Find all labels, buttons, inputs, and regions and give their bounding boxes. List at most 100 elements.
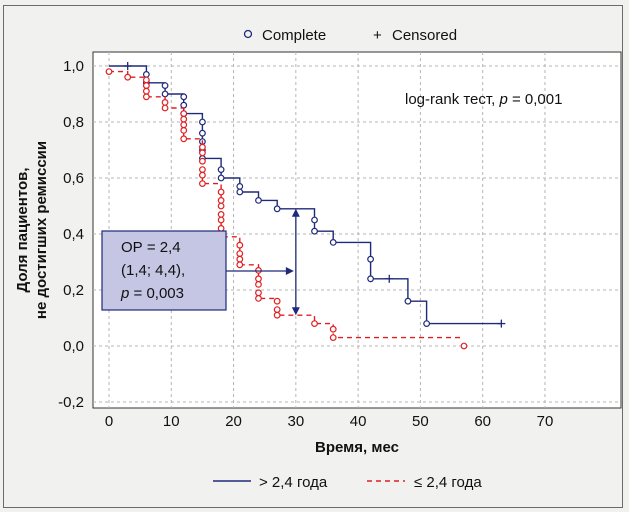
- complete-marker: [255, 196, 262, 204]
- legend-censored-marker: +: [373, 27, 382, 44]
- complete-marker: [236, 261, 244, 269]
- complete-marker: [236, 255, 244, 263]
- censored-marker: [385, 274, 394, 283]
- complete-marker: [236, 182, 244, 190]
- complete-marker: [329, 325, 337, 333]
- y-tick-label: 0,2: [63, 282, 84, 299]
- or-arrowhead-up: [291, 208, 300, 217]
- complete-marker: [236, 188, 244, 196]
- complete-marker: [460, 342, 468, 350]
- y-axis-label-line2: не достигших ремиссии: [33, 141, 50, 319]
- or-box: [101, 230, 227, 311]
- complete-marker: [217, 210, 225, 218]
- y-tick-label: -0,2: [58, 394, 84, 411]
- x-axis-label: Время, мес: [315, 439, 399, 456]
- complete-marker: [273, 311, 281, 319]
- or-box-line1: ОР = 2,4: [121, 239, 181, 256]
- complete-marker: [273, 205, 281, 213]
- grid-lines: [93, 52, 621, 408]
- x-tick-labels: 0 10 20 30 40 50 60 70: [105, 413, 553, 430]
- complete-marker: [423, 320, 431, 328]
- complete-marker: [142, 82, 150, 89]
- or-box-rest: = 0,003: [129, 285, 184, 302]
- complete-marker: [180, 93, 188, 101]
- y-axis-label-line1: Доля пациентов,: [14, 167, 31, 292]
- complete-marker: [236, 241, 244, 249]
- complete-marker: [142, 87, 150, 95]
- complete-marker: [217, 166, 225, 174]
- complete-marker: [217, 174, 225, 182]
- complete-marker: [105, 68, 113, 75]
- logrank-annotation: log-rank тест, p = 0,001: [405, 91, 562, 108]
- y-tick-label: 1,0: [63, 58, 84, 75]
- legend-complete-label: Complete: [262, 27, 326, 44]
- complete-marker: [199, 166, 206, 174]
- x-tick-label: 0: [105, 413, 113, 430]
- complete-marker: [142, 76, 150, 84]
- censored-marker: [123, 62, 132, 70]
- legend-line-gt-label: > 2,4 года: [259, 474, 328, 491]
- complete-marker: [255, 275, 262, 283]
- complete-marker: [199, 143, 206, 151]
- y-tick-labels: -0,2 0,0 0,2 0,4 0,6 0,8 1,0: [58, 58, 84, 411]
- y-tick-label: 0,4: [63, 226, 84, 243]
- y-tick-label: 0,8: [63, 114, 84, 131]
- plot-area: [92, 51, 622, 409]
- complete-marker: [199, 171, 206, 179]
- or-box-line3: p = 0,003: [120, 285, 184, 302]
- complete-marker: [142, 93, 150, 101]
- censored-marker: [497, 319, 506, 328]
- complete-marker: [124, 73, 132, 81]
- complete-marker: [329, 238, 337, 246]
- complete-marker: [161, 90, 169, 98]
- complete-marker: [180, 110, 188, 117]
- logrank-p: p: [498, 91, 507, 108]
- or-arrowhead-down: [291, 307, 300, 316]
- or-box-line2: (1,4; 4,4),: [121, 262, 185, 279]
- x-tick-label: 40: [350, 413, 367, 430]
- x-tick-label: 10: [163, 413, 180, 430]
- complete-marker: [199, 149, 206, 157]
- complete-marker: [161, 104, 169, 112]
- complete-marker: [255, 281, 262, 288]
- complete-marker: [311, 216, 318, 224]
- legend-line-le-label: ≤ 2,4 года: [414, 474, 482, 491]
- x-tick-label: 60: [474, 413, 491, 430]
- complete-marker: [217, 202, 225, 210]
- complete-marker: [255, 289, 262, 297]
- complete-marker: [311, 227, 318, 235]
- complete-marker: [180, 101, 188, 109]
- or-box-p: p: [120, 285, 129, 302]
- or-arrows: [226, 208, 300, 316]
- x-tick-label: 70: [537, 413, 554, 430]
- legend-censored-label: Censored: [392, 27, 457, 44]
- complete-marker: [199, 180, 206, 188]
- legend-complete-marker: [243, 29, 253, 39]
- complete-marker: [236, 250, 244, 258]
- x-tick-label: 20: [225, 413, 242, 430]
- complete-marker: [180, 135, 188, 143]
- complete-marker: [199, 129, 206, 137]
- logrank-suffix: = 0,001: [508, 91, 563, 108]
- complete-marker: [273, 306, 281, 314]
- complete-marker: [161, 98, 169, 106]
- complete-marker: [311, 320, 318, 328]
- complete-marker: [273, 297, 281, 305]
- complete-marker: [142, 70, 150, 78]
- complete-marker: [180, 115, 188, 123]
- complete-marker: [180, 121, 188, 129]
- logrank-prefix: log-rank тест,: [405, 91, 499, 108]
- km-curve: [109, 70, 464, 339]
- complete-marker: [217, 216, 225, 224]
- x-tick-label: 30: [287, 413, 304, 430]
- x-tick-label: 50: [412, 413, 429, 430]
- complete-marker: [161, 82, 169, 89]
- complete-marker: [217, 188, 225, 196]
- complete-marker: [329, 334, 337, 342]
- complete-marker: [217, 224, 225, 232]
- complete-marker: [367, 255, 374, 263]
- complete-marker: [255, 295, 262, 302]
- y-tick-label: 0,6: [63, 170, 84, 187]
- y-tick-label: 0,0: [63, 338, 84, 355]
